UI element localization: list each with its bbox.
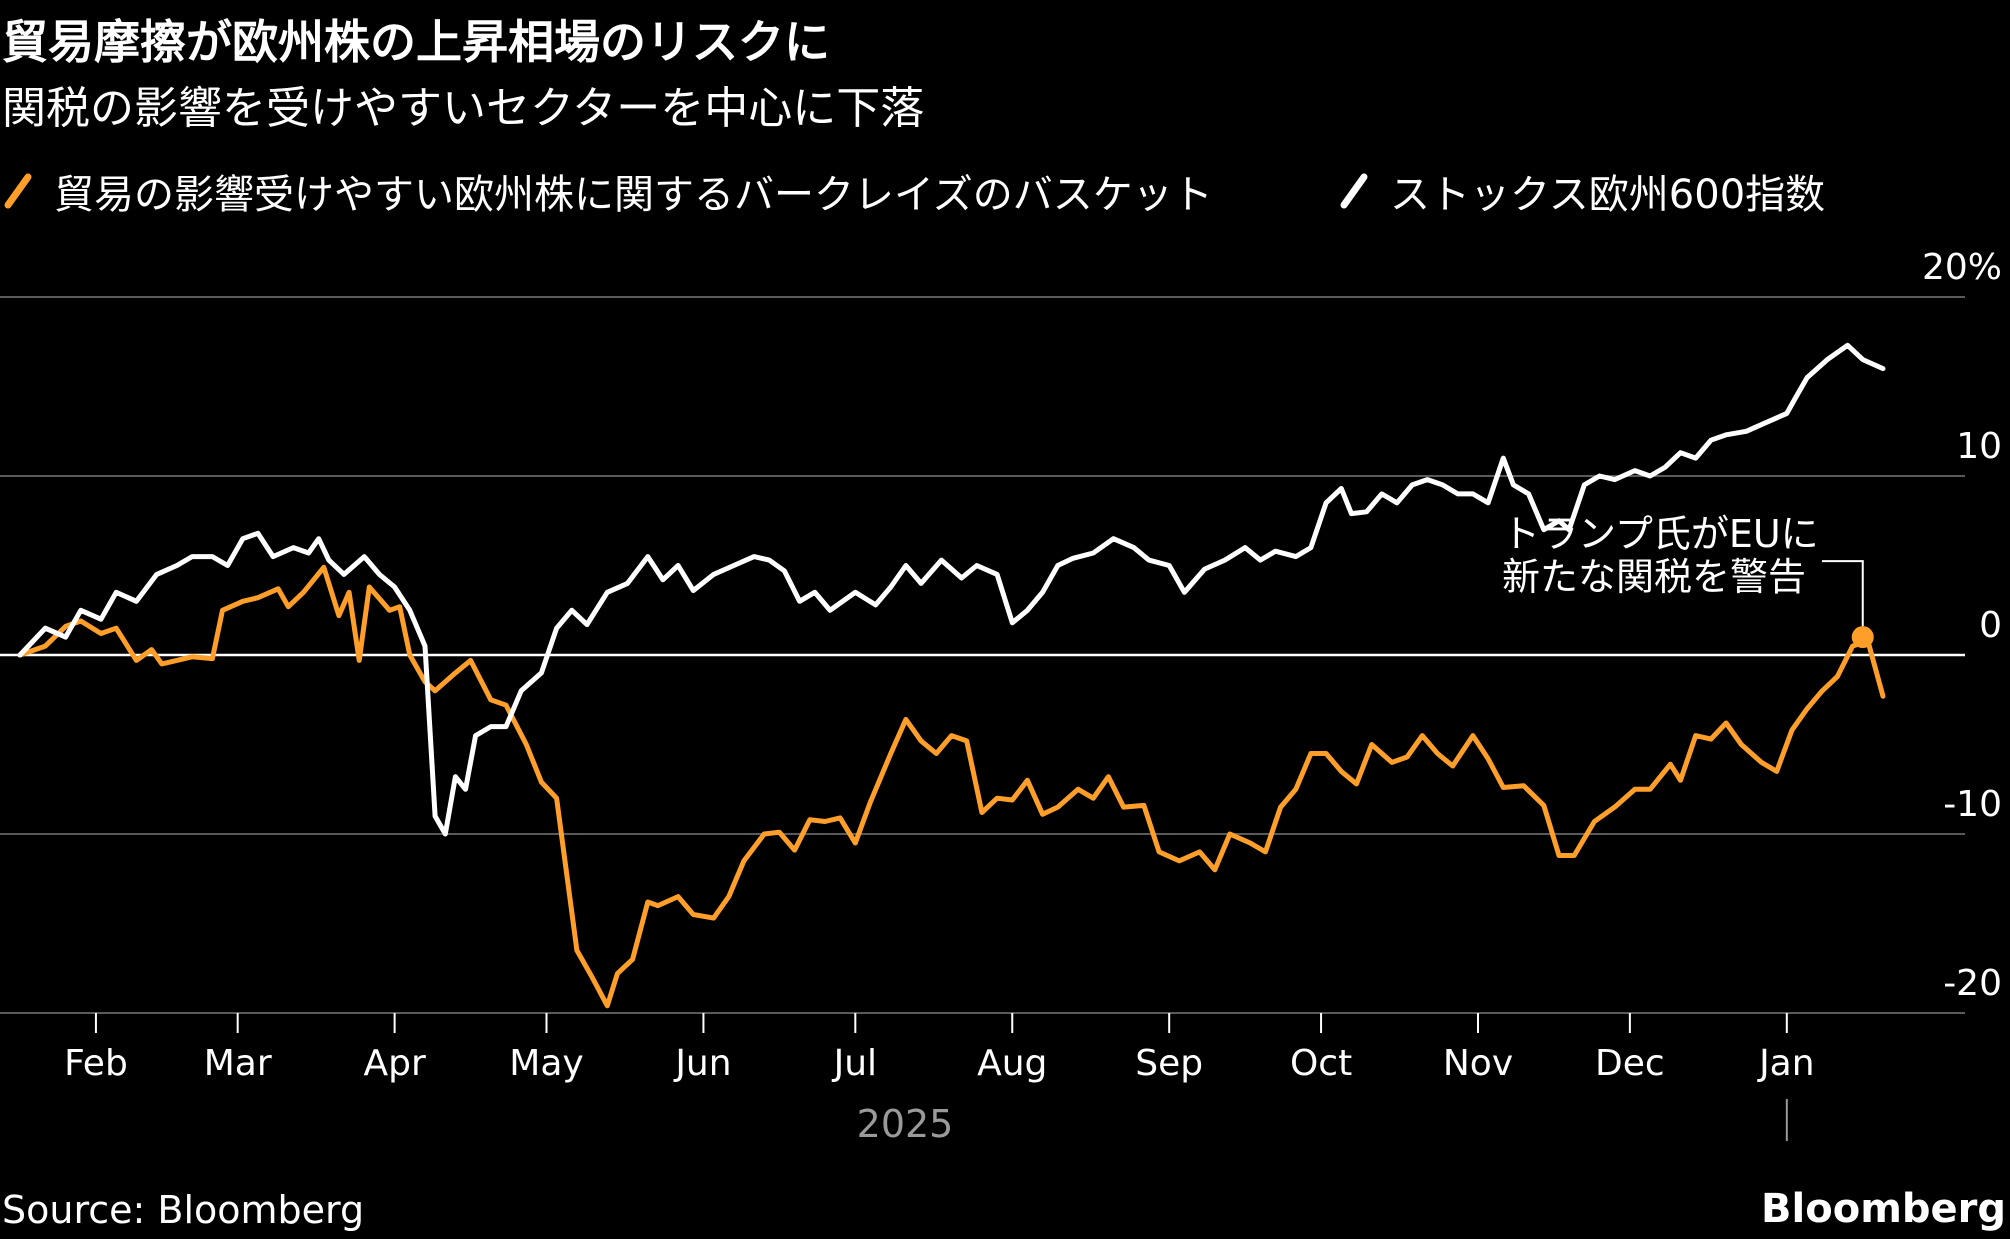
- source-note: Source: Bloomberg: [2, 1188, 365, 1232]
- annotation-leader: [1822, 560, 1864, 627]
- legend-item-stoxx600: ストックス欧州600指数: [1338, 162, 1825, 220]
- legend-swatch-stoxx600: [1340, 173, 1368, 209]
- x-tick-label: Jun: [673, 1043, 731, 1084]
- y-tick-label: 0: [1979, 605, 2002, 646]
- legend-swatch-trade-basket: [4, 173, 32, 209]
- chart-title: 貿易摩擦が欧州株の上昇相場のリスクに: [2, 15, 830, 69]
- chart-subtitle: 関税の影響を受けやすいセクターを中心に下落: [2, 83, 925, 134]
- series-line-trade-basket: [17, 564, 1886, 1009]
- x-tick-label: Feb: [64, 1043, 128, 1084]
- y-tick-label: -10: [1943, 784, 2002, 825]
- x-year-label: 2025: [857, 1102, 954, 1146]
- x-tick-label: May: [509, 1043, 583, 1084]
- annotation-text: トランプ氏がEUに: [1502, 512, 1819, 556]
- y-tick-label: 20%: [1922, 247, 2002, 288]
- x-tick-label: Jan: [1757, 1043, 1815, 1084]
- annotation-text: 新たな関税を警告: [1502, 555, 1806, 599]
- brand-logo: Bloomberg: [1761, 1186, 2006, 1232]
- series-line-stoxx600: [17, 342, 1886, 837]
- x-tick-label: Apr: [363, 1043, 425, 1084]
- x-tick-label: Mar: [204, 1043, 272, 1084]
- line-chart: 20% 10 0 -10 -20 Feb Mar Apr May Jun Jul Aug Sep Oct N…: [0, 247, 2002, 1146]
- x-tick-label: Dec: [1595, 1043, 1665, 1084]
- x-tick-label: Oct: [1290, 1043, 1352, 1084]
- legend: 貿易の影響受けやすい欧州株に関するバークレイズのバスケット ストックス欧州600…: [0, 162, 2010, 222]
- legend-label-trade-basket: 貿易の影響受けやすい欧州株に関するバークレイズのバスケット: [54, 172, 1213, 218]
- x-tick-label: Aug: [977, 1043, 1047, 1084]
- x-tick-label: Sep: [1135, 1043, 1203, 1084]
- x-tick-label: Nov: [1443, 1043, 1513, 1084]
- annotation-marker: [1851, 626, 1874, 649]
- legend-label-stoxx600: ストックス欧州600指数: [1390, 172, 1826, 218]
- x-tick-label: Jul: [832, 1043, 877, 1084]
- y-tick-label: -20: [1943, 963, 2002, 1004]
- legend-item-trade-basket: 貿易の影響受けやすい欧州株に関するバークレイズのバスケット: [2, 162, 1213, 220]
- y-tick-label: 10: [1956, 426, 2002, 467]
